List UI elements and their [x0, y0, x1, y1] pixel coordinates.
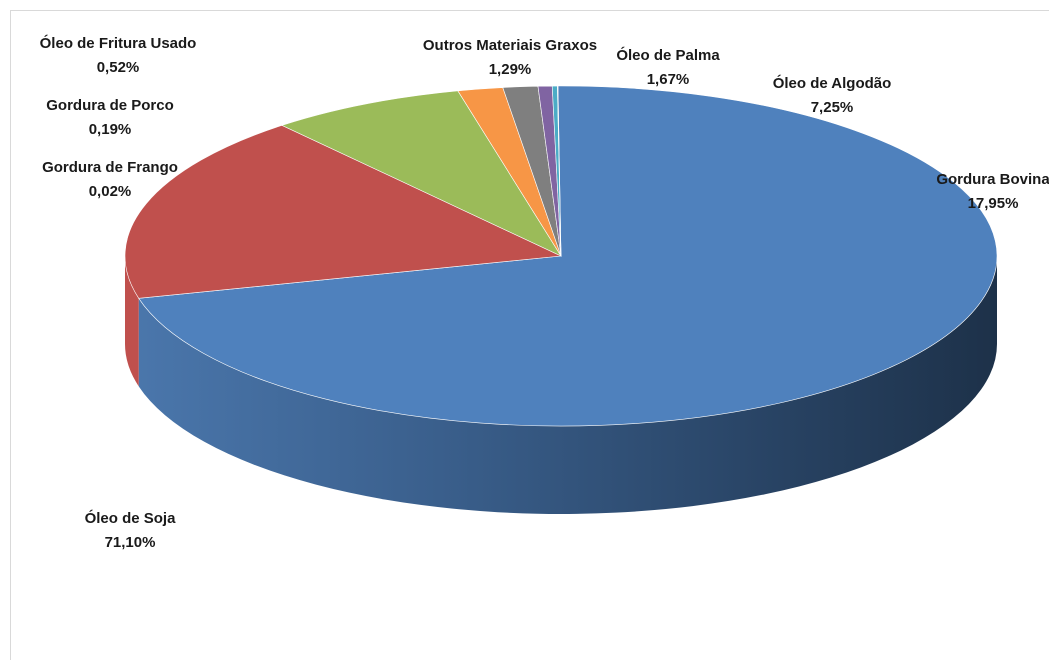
pie-slice-gordura-de-frango [557, 85, 562, 257]
pie-slice-oleo-de-algodao [281, 90, 562, 257]
label-gordura-de-porco-value: 0,19% [89, 121, 132, 138]
label-oleo-de-algodao-name: Óleo de Algodão [773, 74, 892, 92]
label-gordura-bovina-value: 17,95% [968, 195, 1019, 212]
label-outros-materiais-graxos-value: 1,29% [489, 61, 532, 78]
label-oleo-de-palma-name: Óleo de Palma [616, 46, 720, 64]
pie-side-gordura-bovina [125, 256, 139, 387]
pie-slice-oleo-de-soja [138, 85, 998, 427]
label-gordura-de-porco-name: Gordura de Porco [46, 97, 174, 114]
label-oleo-de-soja-name: Óleo de Soja [85, 509, 177, 527]
label-gordura-de-frango-value: 0,02% [89, 183, 132, 200]
label-oleo-de-algodao-value: 7,25% [811, 99, 854, 116]
label-oleo-de-fritura-usado-value: 0,52% [97, 59, 140, 76]
label-outros-materiais-graxos-name: Outros Materiais Graxos [423, 37, 597, 54]
label-oleo-de-soja-value: 71,10% [105, 534, 156, 551]
pie-slice-gordura-bovina [124, 125, 563, 299]
label-oleo-de-fritura-usado-name: Óleo de Fritura Usado [40, 34, 197, 52]
label-gordura-de-frango-name: Gordura de Frango [42, 159, 178, 176]
pie-side-oleo-de-soja [138, 256, 998, 514]
label-gordura-bovina-name: Gordura Bovina [936, 171, 1049, 188]
label-oleo-de-palma-value: 1,67% [647, 71, 690, 88]
